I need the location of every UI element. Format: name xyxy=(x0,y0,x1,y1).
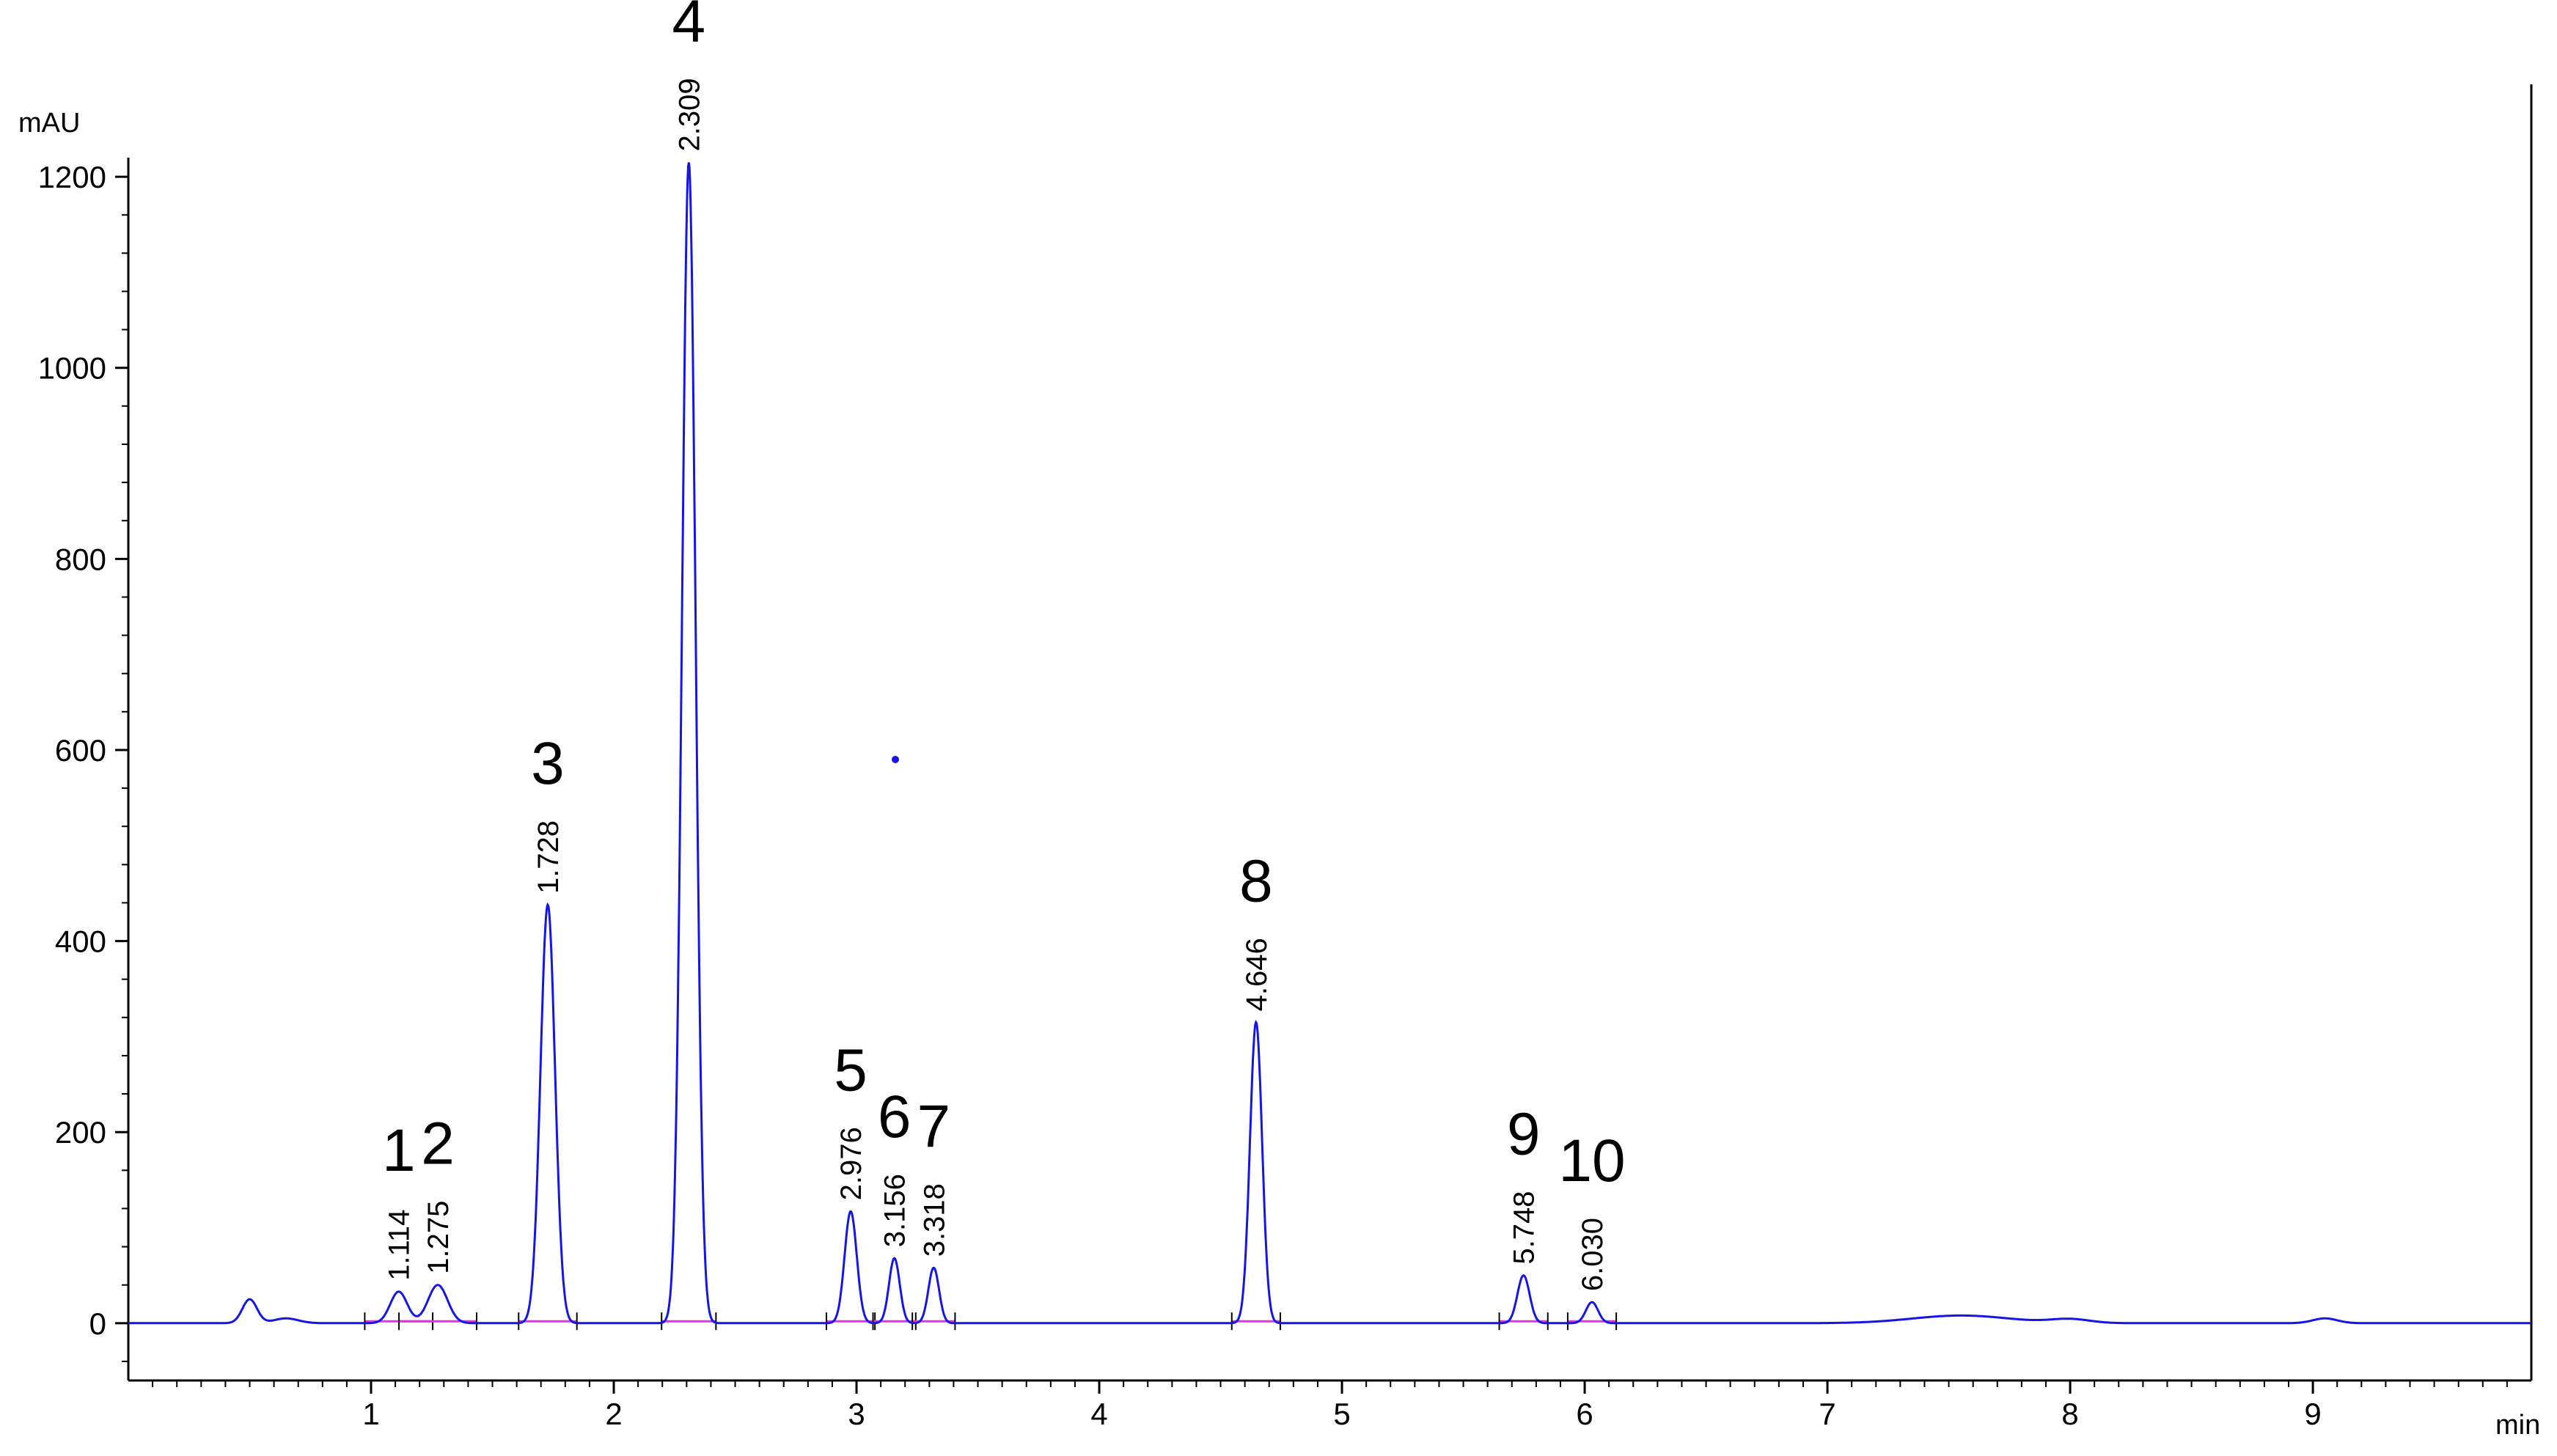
y-tick-label: 200 xyxy=(55,1115,106,1150)
chart-axes xyxy=(127,84,2533,1382)
x-tick-label: 9 xyxy=(2304,1397,2321,1431)
y-tick-label: 1200 xyxy=(38,160,106,194)
signal-trace xyxy=(128,162,2531,1325)
peak-number: 8 xyxy=(1239,848,1273,914)
peak-retention-time: 3.156 xyxy=(879,1174,911,1247)
y-tick-label: 0 xyxy=(89,1306,106,1341)
x-tick-label: 4 xyxy=(1090,1397,1107,1431)
y-axis-ticks: 0 200 400 600 800 1000 1200 xyxy=(38,160,128,1362)
x-tick-label: 6 xyxy=(1576,1397,1593,1431)
peak-number: 2 xyxy=(421,1111,455,1177)
x-tick-label: 1 xyxy=(362,1397,379,1431)
y-tick-label: 600 xyxy=(55,733,106,768)
peak-number: 5 xyxy=(834,1037,867,1103)
x-tick-label: 3 xyxy=(848,1397,865,1431)
x-tick-label: 7 xyxy=(1819,1397,1835,1431)
x-tick-label: 2 xyxy=(605,1397,622,1431)
x-axis-ticks: 1 2 3 4 5 6 7 8 9 xyxy=(152,1380,2508,1431)
peak-retention-time: 2.976 xyxy=(835,1127,867,1200)
peak-number: 1 xyxy=(382,1117,416,1184)
y-tick-label: 400 xyxy=(55,924,106,959)
peak-number: 6 xyxy=(878,1084,911,1150)
peak-retention-time: 3.318 xyxy=(918,1183,950,1257)
peak-retention-time: 1.275 xyxy=(422,1201,455,1274)
y-tick-label: 800 xyxy=(55,542,106,576)
x-axis-unit-label: min xyxy=(2495,1410,2540,1441)
peak-retention-time: 1.114 xyxy=(384,1210,416,1281)
peak-number: 7 xyxy=(917,1093,950,1160)
x-tick-label: 8 xyxy=(2061,1397,2078,1431)
detached-data-point xyxy=(891,755,899,763)
peak-retention-time: 1.728 xyxy=(532,820,565,894)
peak-retention-time: 2.309 xyxy=(673,78,705,151)
peak-number: 4 xyxy=(672,0,705,55)
integration-baselines xyxy=(364,1312,1618,1331)
peak-number: 3 xyxy=(531,730,565,797)
peak-retention-time: 4.646 xyxy=(1241,938,1273,1011)
y-axis-unit-label: mAU xyxy=(18,108,80,139)
peak-annotations: 1.114 11.275 2 1.728 3 2.309 4 2.976 5 3.156 6 3.31… xyxy=(382,0,1626,1291)
peak-retention-time: 6.030 xyxy=(1577,1218,1609,1291)
x-tick-label: 5 xyxy=(1333,1397,1350,1431)
peak-retention-time: 5.748 xyxy=(1508,1191,1541,1265)
peak-number: 10 xyxy=(1558,1128,1625,1194)
y-tick-label: 1000 xyxy=(38,351,106,386)
peak-number: 9 xyxy=(1507,1101,1541,1168)
